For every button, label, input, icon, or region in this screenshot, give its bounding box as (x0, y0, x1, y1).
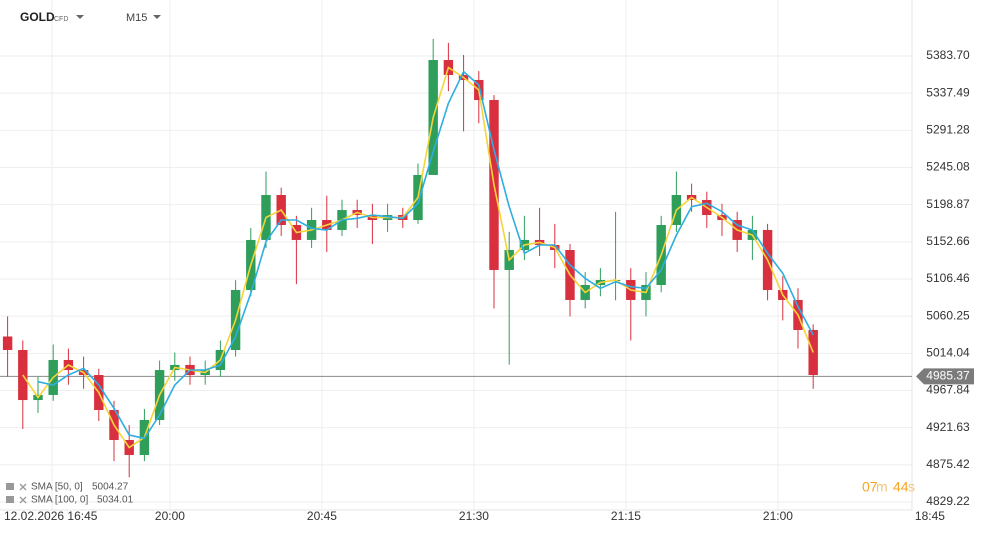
legend-value: 5004.27 (92, 482, 129, 493)
y-tick-label: 4921.63 (926, 420, 970, 434)
dropdown-arrow[interactable] (76, 15, 84, 19)
y-tick-label: 5383.70 (926, 48, 970, 62)
instrument-type: CFD (54, 16, 68, 23)
x-tick-label: 21:00 (763, 509, 793, 523)
candle-body (2, 336, 13, 351)
countdown: m (876, 479, 888, 495)
y-tick-label: 5291.28 (926, 123, 970, 137)
x-tick-label: 18:45 (915, 509, 945, 523)
x-tick-label: 21:30 (459, 509, 489, 523)
countdown: 07 (862, 479, 878, 495)
countdown: 44 (893, 479, 909, 495)
y-tick-label: 5337.49 (926, 85, 970, 99)
y-tick-label: 5060.25 (926, 308, 970, 322)
sma-line (22, 66, 814, 449)
y-tick-label: 5152.66 (926, 234, 970, 248)
legend-icon (6, 496, 14, 503)
sma-line (37, 70, 814, 440)
legend-name: SMA [100, 0] (31, 495, 88, 506)
x-tick-label: 20:00 (155, 509, 185, 523)
x-tick-label: 21:15 (611, 509, 641, 523)
symbol[interactable]: GOLD (20, 10, 55, 24)
legend-name: SMA [50, 0] (31, 482, 83, 493)
price-tag-label: 4985.37 (926, 369, 970, 383)
y-tick-label: 5245.08 (926, 160, 970, 174)
y-tick-label: 4875.42 (926, 457, 970, 471)
dropdown-arrow[interactable] (153, 15, 161, 19)
x-tick-label: 20:45 (307, 509, 337, 523)
y-tick-label: 5198.87 (926, 197, 970, 211)
legend-close (19, 483, 27, 491)
legend-icon (6, 483, 14, 490)
y-tick-label: 4829.22 (926, 494, 970, 508)
y-tick-label: 4967.84 (926, 383, 970, 397)
timeframe[interactable]: M15 (126, 12, 147, 24)
y-tick-label: 5106.46 (926, 271, 970, 285)
y-tick-label: 5014.04 (926, 346, 970, 360)
x-tick-label: 12.02.2026 16:45 (4, 509, 98, 523)
legend-close (19, 496, 27, 504)
countdown: s (908, 479, 915, 495)
legend-value: 5034.01 (97, 495, 134, 506)
price-tag (916, 368, 974, 385)
